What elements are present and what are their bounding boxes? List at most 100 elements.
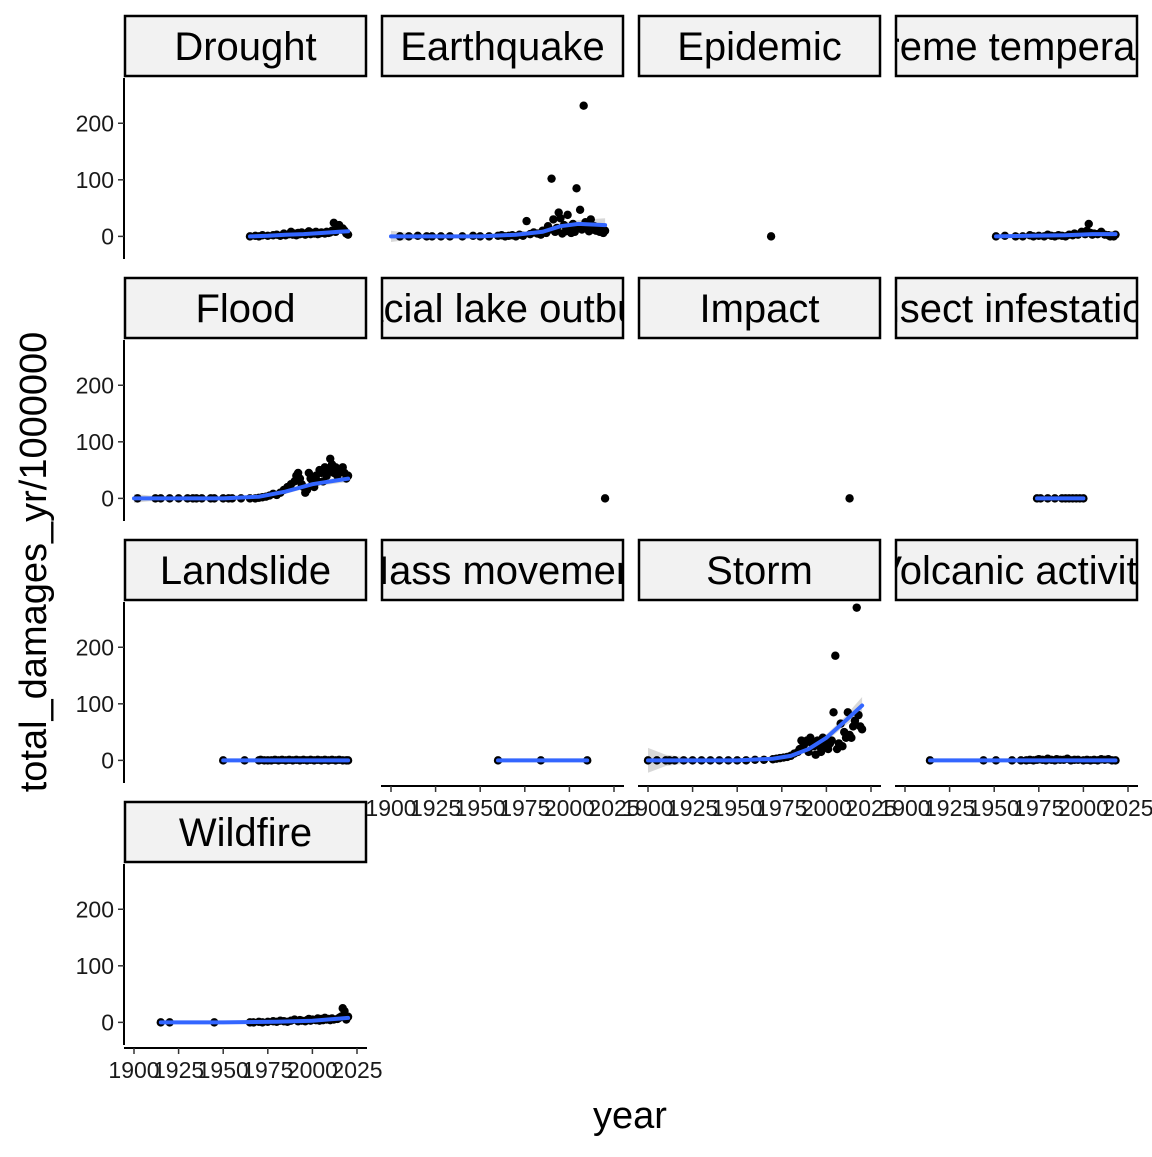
strip-label: Glacial lake outburst [321,287,683,331]
data-point [845,494,854,503]
y-tick-label: 0 [101,485,114,511]
panel-extreme-temperature: Extreme temperature [829,14,1152,241]
y-tick-label: 100 [76,691,114,717]
x-tick-label: 2025 [1102,795,1152,821]
panel-drought: Drought 0 100 200 [76,14,368,259]
x-tick-label: 1925 [667,795,718,821]
strip-box [123,800,368,864]
data-point [838,742,847,751]
x-tick-label: 1975 [1013,795,1064,821]
y-tick-label: 200 [76,634,114,660]
panel-flood: Flood 0 100 200 [76,276,368,521]
x-tick-label: 1900 [622,795,673,821]
strip-box [380,14,625,78]
x-tick-label: 2000 [1058,795,1109,821]
smooth-line [248,229,351,239]
data-point [829,708,838,717]
strip-label: Impact [699,287,819,331]
x-axis-title: year [593,1095,667,1137]
strip-label: Volcanic activity [875,549,1152,593]
data-point [572,184,581,193]
strip-box [637,14,882,78]
y-tick-label: 0 [101,747,114,773]
x-tick-label: 1900 [879,795,930,821]
x-tick-label: 2025 [588,795,639,821]
strip-label: Storm [706,549,813,593]
smooth-line [158,1015,351,1025]
data-point [579,101,588,110]
x-tick-label: 1900 [365,795,416,821]
x-tick-label: 2000 [801,795,852,821]
x-tick-label: 1950 [969,795,1020,821]
confidence-ribbon [648,697,863,773]
y-tick-label: 200 [76,110,114,136]
strip-label: Mass movement [356,549,649,593]
x-tick-label: 1950 [198,1057,249,1083]
strip-box [380,276,625,340]
strip-box [637,276,882,340]
data-point [556,214,565,223]
panel-insect-infestation: Insect infestation [866,276,1152,503]
strip-box [123,14,368,78]
strip-label: Landslide [160,549,331,593]
x-tick-label: 1950 [455,795,506,821]
strip-box [123,538,368,602]
data-point [1084,219,1093,229]
data-point [827,736,836,745]
y-tick-label: 200 [76,896,114,922]
data-point [547,174,556,183]
strip-label: Earthquake [400,25,605,69]
strip-label: Drought [174,25,316,69]
y-tick-label: 0 [101,1009,114,1035]
strip-label: Extreme temperature [829,25,1152,69]
y-axis-title: total_damages_yr/1000000 [13,332,55,793]
panel-glacial-lake-outburst: Glacial lake outburst [321,276,683,503]
smooth-line [132,476,351,501]
x-tick-label: 2000 [544,795,595,821]
x-tick-label: 2000 [287,1057,338,1083]
y-tick-label: 100 [76,953,114,979]
strip-box [380,538,625,602]
panel-volcanic-activity: Volcanic activity 19001925195019752000202… [875,538,1152,821]
data-point [766,232,776,241]
strip-box [123,276,368,340]
smooth-line [994,232,1118,239]
smooth-line [646,703,865,763]
y-tick-label: 200 [76,372,114,398]
strip-label: Flood [195,287,295,331]
data-point [857,725,867,734]
strip-box [637,538,882,602]
x-tick-label: 1975 [499,795,550,821]
x-tick-label: 1950 [712,795,763,821]
data-point [847,733,856,742]
x-tick-label: 2025 [845,795,896,821]
data-point [563,210,572,220]
strip-label: Wildfire [179,811,312,855]
strip-label: Insect infestation [866,287,1152,331]
x-tick-label: 1925 [410,795,461,821]
y-tick-label: 0 [101,223,114,249]
x-tick-label: 1900 [108,1057,159,1083]
strip-box [894,276,1139,340]
strip-box [894,538,1139,602]
strip-box [894,14,1139,78]
y-tick-label: 100 [76,167,114,193]
data-point [831,651,840,660]
x-tick-label: 1975 [242,1057,293,1083]
data-point [586,215,596,224]
y-tick-label: 100 [76,429,114,455]
data-point [549,215,558,224]
data-point [522,216,531,226]
panel-landslide: Landslide 0 100 200 [76,538,368,783]
smooth-line [389,221,608,239]
panel-earthquake: Earthquake [380,14,625,242]
panel-impact: Impact [637,276,882,503]
data-point [600,494,610,503]
data-point [816,747,826,757]
data-point [852,603,861,612]
